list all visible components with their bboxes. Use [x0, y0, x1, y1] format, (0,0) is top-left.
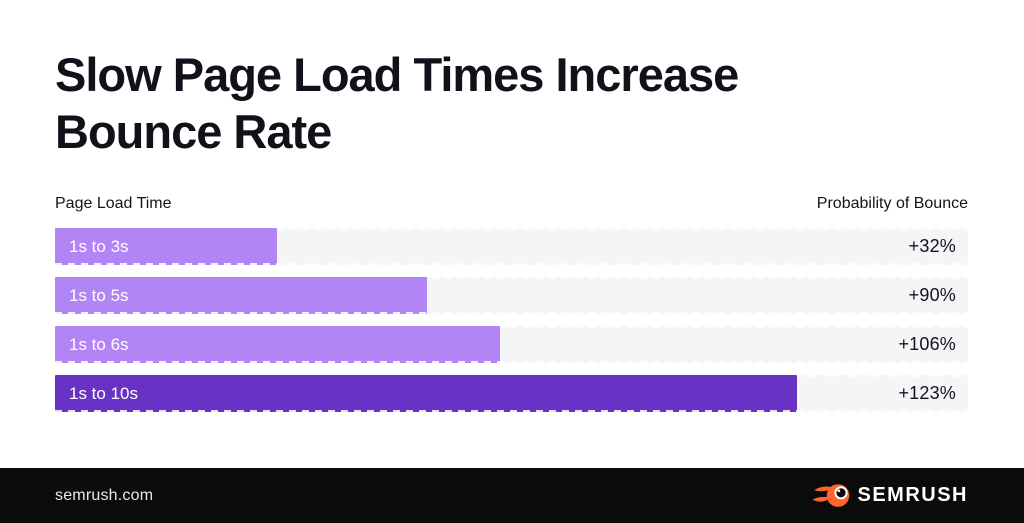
bar: 1s to 5s [55, 277, 427, 314]
right-axis-label: Probability of Bounce [816, 195, 968, 212]
semrush-flame-icon [812, 484, 850, 507]
bar-value-label: +106% [898, 334, 956, 354]
bar-category-label: 1s to 3s [69, 236, 129, 256]
bar-track: 1s to 10s +123% [55, 375, 968, 412]
bar-row: 1s to 5s +90% [55, 277, 968, 314]
page-title: Slow Page Load Times Increase Bounce Rate [55, 46, 968, 160]
bar-value-label: +90% [908, 285, 956, 305]
semrush-wordmark: SEMRUSH [857, 484, 968, 506]
page-title-line2: Bounce Rate [55, 105, 332, 158]
bar-value-label: +32% [908, 236, 956, 256]
chart-panel: Slow Page Load Times Increase Bounce Rate… [55, 46, 968, 412]
bar-row: 1s to 6s +106% [55, 326, 968, 363]
bar-track: 1s to 3s +32% [55, 228, 968, 265]
bar: 1s to 3s [55, 228, 277, 265]
bar-value-label: +123% [898, 383, 956, 403]
footer-bar: semrush.com SEMRUSH [0, 468, 1024, 523]
bar: 1s to 10s [55, 375, 798, 412]
bar-track: 1s to 5s +90% [55, 277, 968, 314]
page-title-line1: Slow Page Load Times Increase [55, 48, 739, 101]
bar: 1s to 6s [55, 326, 500, 363]
bar-chart: 1s to 3s +32% 1s to 5s +90% 1s to 6s [55, 228, 968, 412]
column-labels: Page Load Time Probability of Bounce [55, 193, 968, 215]
bar-row: 1s to 10s +123% [55, 375, 968, 412]
bar-track: 1s to 6s +106% [55, 326, 968, 363]
site-url: semrush.com [55, 486, 154, 504]
bar-category-label: 1s to 5s [69, 285, 129, 305]
bar-row: 1s to 3s +32% [55, 228, 968, 265]
bar-category-label: 1s to 10s [69, 383, 138, 403]
semrush-logo: SEMRUSH [812, 482, 968, 509]
left-axis-label: Page Load Time [55, 195, 172, 212]
bar-category-label: 1s to 6s [69, 334, 129, 354]
